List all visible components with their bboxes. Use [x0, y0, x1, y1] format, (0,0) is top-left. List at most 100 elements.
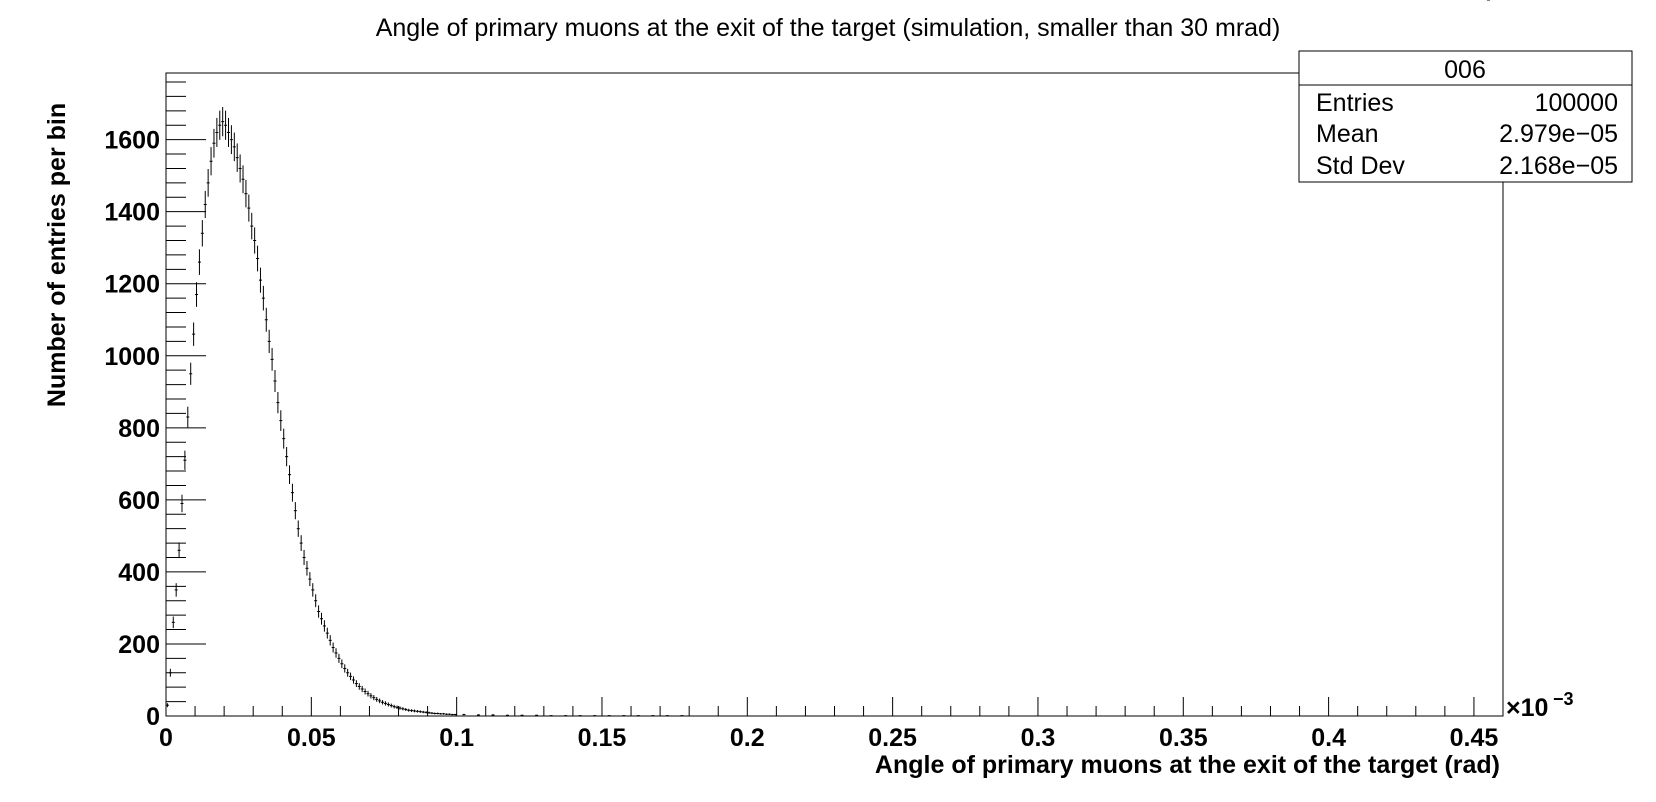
histogram-bin	[424, 711, 428, 714]
histogram-bin	[363, 688, 367, 695]
histogram-bin	[317, 605, 321, 618]
histogram-bin	[247, 194, 251, 222]
histogram-bin	[296, 520, 300, 537]
histogram-bin	[319, 612, 323, 625]
histogram-bin	[212, 128, 216, 158]
histogram-bin	[209, 147, 213, 176]
histogram-bin	[192, 322, 196, 346]
y-tick-label: 200	[118, 631, 160, 659]
histogram-bin	[535, 714, 539, 716]
histogram-bin	[506, 714, 510, 716]
histogram-bin	[410, 709, 414, 712]
histogram-bin	[290, 483, 294, 502]
histogram-bin	[398, 706, 402, 710]
histogram-bin	[415, 710, 419, 713]
histogram-bin	[401, 707, 405, 711]
data-series	[165, 0, 1490, 717]
histogram-bin	[180, 494, 184, 513]
histogram-bin	[433, 712, 437, 715]
histogram-bin	[302, 549, 306, 566]
histogram-bin	[168, 668, 172, 677]
histogram-bin	[299, 535, 303, 551]
histogram-bin	[337, 653, 341, 663]
histogram-bin	[378, 698, 382, 704]
histogram-bin	[270, 348, 274, 371]
histogram-bin	[308, 572, 312, 587]
histogram-bin	[232, 132, 236, 162]
histogram-bin	[349, 672, 353, 681]
histogram-bin	[314, 594, 318, 608]
stats-mean-value: 2.979e−05	[1499, 120, 1618, 148]
histogram-bin	[343, 664, 347, 673]
histogram-bin	[665, 715, 669, 717]
histogram-bin	[389, 703, 393, 708]
histogram-bin	[258, 267, 262, 293]
histogram-bin	[564, 715, 568, 717]
y-tick-label: 1000	[104, 343, 160, 371]
histogram-bin	[253, 227, 257, 254]
histogram-bin	[447, 713, 451, 716]
histogram-bin	[288, 465, 292, 484]
chart-title: Angle of primary muons at the exit of th…	[376, 14, 1281, 42]
histogram-bin	[636, 715, 640, 717]
histogram-bin	[293, 502, 297, 520]
histogram-bin	[444, 713, 448, 716]
histogram-bin	[183, 450, 187, 470]
histogram-bin	[622, 715, 626, 717]
y-tick-label: 1200	[104, 271, 160, 299]
histogram-bin	[241, 165, 245, 194]
histogram-bin	[578, 715, 582, 717]
histogram-bin	[229, 125, 233, 155]
histogram-bin	[200, 220, 204, 247]
histogram-bin	[273, 370, 277, 392]
histogram-bin	[285, 446, 289, 467]
histogram-bin	[453, 713, 457, 716]
x-tick-label: 0.35	[1159, 724, 1208, 752]
histogram-bin	[357, 683, 361, 690]
stats-box-frame	[1298, 50, 1633, 183]
stats-stddev-label: Std Dev	[1316, 152, 1405, 180]
y-tick-label: 600	[118, 487, 160, 515]
x-tick-label: 0.3	[1021, 724, 1056, 752]
histogram-bin	[189, 362, 193, 385]
histogram-bin	[322, 620, 326, 632]
y-tick-label: 0	[146, 703, 160, 731]
histogram-bin	[238, 154, 242, 183]
histogram-bin	[462, 713, 466, 716]
histogram-bin	[174, 583, 178, 597]
histogram-bin	[436, 712, 440, 715]
histogram-bin	[450, 713, 454, 716]
x-tick-label: 0	[159, 724, 173, 752]
histogram-bin	[430, 712, 434, 715]
histogram-bin	[476, 714, 480, 716]
histogram-bin	[311, 583, 315, 597]
histogram-bin	[354, 680, 358, 687]
histogram-bin	[334, 648, 338, 658]
histogram-bin	[346, 668, 350, 677]
histogram-bin	[366, 690, 370, 697]
histogram-bin	[607, 715, 611, 717]
histogram-bin	[369, 693, 373, 699]
histogram-bin	[680, 715, 684, 717]
histogram-bin	[372, 695, 376, 701]
histogram-bin	[215, 117, 219, 147]
histogram-bin	[221, 106, 225, 137]
histogram-bin	[331, 642, 335, 653]
stats-mean-label: Mean	[1316, 120, 1379, 148]
x-exponent-power: −3	[1553, 689, 1574, 709]
histogram-bin	[381, 700, 385, 705]
histogram-bin	[165, 703, 169, 708]
x-axis: 0 0.05 0.1 0.15 0.2 0.25 0.3 0.35 0.4 0.45	[159, 697, 1498, 752]
histogram-bin	[651, 715, 655, 717]
histogram-bin	[279, 410, 283, 431]
x-tick-label: 0.4	[1311, 724, 1346, 752]
histogram-bin	[276, 391, 280, 414]
histogram-bin	[186, 406, 190, 428]
histogram-bin	[386, 702, 390, 707]
histogram-bin	[340, 659, 344, 669]
x-exponent-base: ×10	[1506, 694, 1548, 722]
histogram-bin	[195, 282, 199, 307]
histogram-bin	[549, 715, 553, 717]
y-tick-label: 1400	[104, 199, 160, 227]
